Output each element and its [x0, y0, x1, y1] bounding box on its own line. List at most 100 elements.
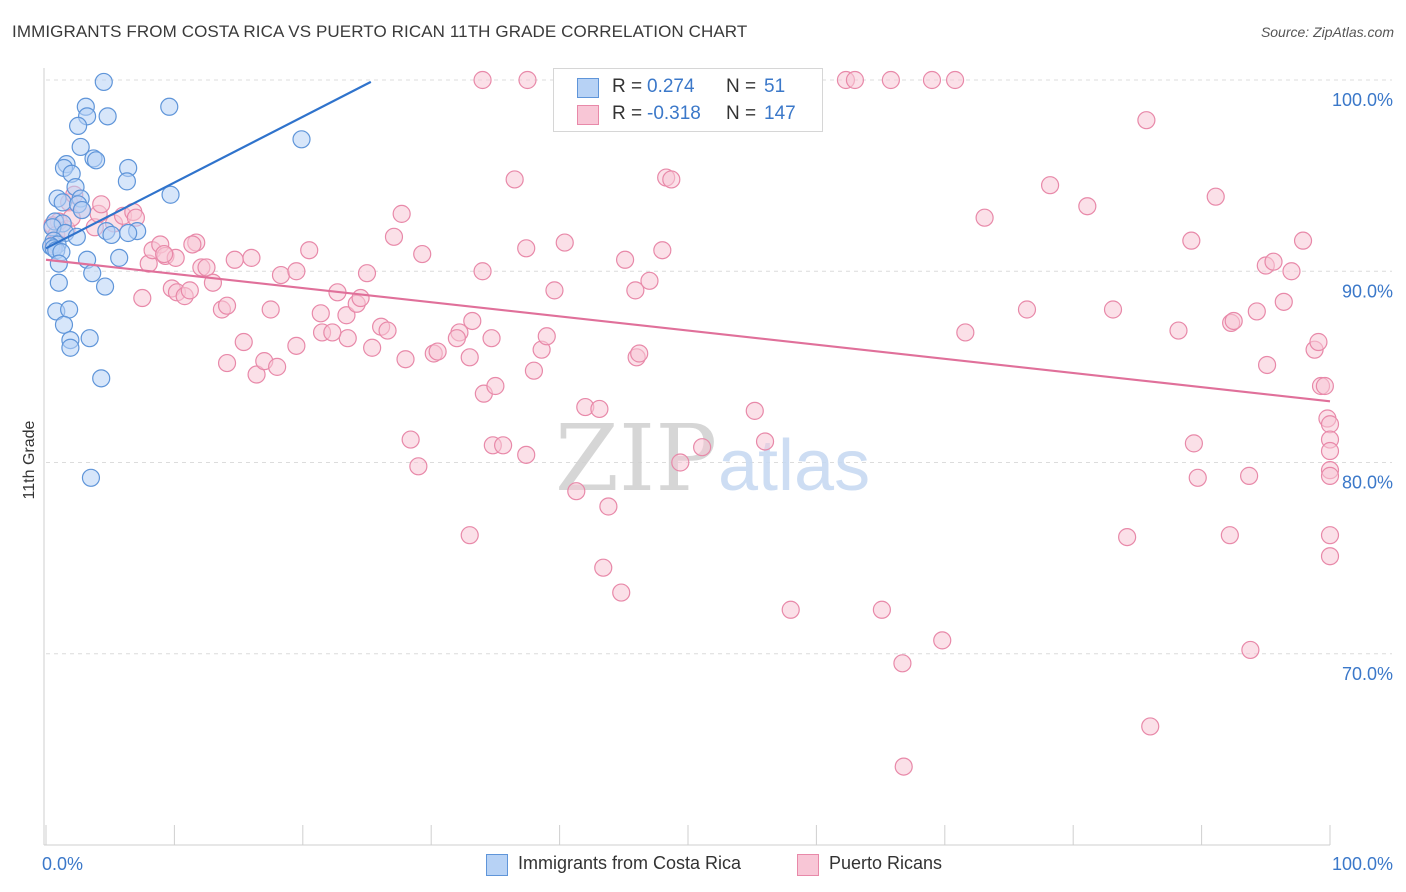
data-point-puerto-ricans: [261, 300, 280, 319]
data-point-puerto-ricans: [599, 497, 618, 516]
data-point-puerto-ricans: [1320, 526, 1340, 545]
data-point-puerto-ricans: [640, 271, 659, 290]
data-point-puerto-ricans: [933, 631, 952, 650]
data-point-puerto-ricans: [671, 453, 690, 472]
data-point-puerto-ricans: [975, 208, 994, 227]
data-point-costa-rica: [53, 193, 72, 212]
data-point-puerto-ricans: [872, 600, 891, 619]
data-point-puerto-ricans: [922, 70, 942, 90]
data-point-puerto-ricans: [337, 306, 356, 325]
data-point-puerto-ricans: [482, 329, 501, 348]
watermark-atlas: atlas: [718, 426, 870, 506]
data-point-puerto-ricans: [242, 248, 261, 267]
data-point-puerto-ricans: [545, 281, 564, 300]
data-point-puerto-ricans: [518, 70, 537, 90]
series-immigrants-costa-rica: [42, 72, 311, 487]
data-point-puerto-ricans: [268, 357, 287, 376]
data-point-costa-rica: [292, 130, 311, 149]
legend-label: Immigrants from Costa Rica: [518, 853, 742, 873]
stats-n-label: N =: [726, 103, 757, 124]
data-point-puerto-ricans: [555, 233, 574, 252]
x-tick-label-100: 100.0%: [1332, 854, 1393, 874]
data-point-puerto-ricans: [590, 399, 609, 419]
data-point-puerto-ricans: [247, 365, 266, 384]
data-point-puerto-ricans: [1274, 292, 1293, 311]
trend-line-costa-rica: [45, 80, 372, 250]
data-point-puerto-ricans: [537, 327, 556, 346]
stats-n-value: 51: [764, 76, 786, 97]
y-tick-label-90: 90.0%: [1342, 281, 1393, 301]
data-point-costa-rica: [71, 137, 90, 157]
data-point-puerto-ricans: [92, 195, 111, 214]
tick-labels: 70.0% 80.0% 90.0% 100.0% 0.0% 100.0%: [42, 90, 1393, 874]
data-point-costa-rica: [86, 151, 106, 170]
data-point-puerto-ricans: [287, 336, 306, 355]
data-point-costa-rica: [94, 72, 113, 92]
data-point-puerto-ricans: [693, 438, 712, 457]
data-point-puerto-ricans: [567, 482, 586, 501]
data-point-costa-rica: [119, 223, 138, 243]
data-point-costa-rica: [60, 300, 79, 319]
data-point-puerto-ricans: [384, 227, 404, 246]
data-point-puerto-ricans: [413, 244, 432, 264]
data-point-puerto-ricans: [1040, 176, 1060, 195]
y-tick-label-80: 80.0%: [1342, 473, 1393, 493]
source-label: Source: ZipAtlas.com: [1260, 24, 1394, 40]
data-point-puerto-ricans: [463, 311, 482, 331]
data-point-costa-rica: [102, 225, 121, 245]
data-point-puerto-ricans: [612, 583, 631, 602]
data-point-puerto-ricans: [460, 526, 479, 545]
data-point-costa-rica: [98, 107, 117, 126]
data-point-puerto-ricans: [133, 288, 152, 308]
stats-swatch-blue: [577, 78, 599, 98]
data-point-puerto-ricans: [945, 70, 965, 90]
data-point-puerto-ricans: [1320, 466, 1340, 485]
data-point-puerto-ricans: [183, 235, 202, 254]
data-point-costa-rica: [95, 277, 115, 296]
data-point-puerto-ricans: [1320, 415, 1340, 434]
data-point-puerto-ricans: [630, 344, 649, 363]
data-point-puerto-ricans: [180, 281, 199, 300]
data-point-costa-rica: [67, 227, 86, 246]
data-point-costa-rica: [81, 468, 101, 487]
trend-lines: [45, 80, 1331, 403]
data-point-puerto-ricans: [1320, 547, 1340, 566]
data-point-puerto-ricans: [893, 654, 912, 673]
data-point-costa-rica: [49, 273, 68, 292]
data-point-costa-rica: [110, 248, 129, 267]
data-point-puerto-ricans: [1169, 321, 1188, 340]
stats-n-value: 147: [764, 103, 796, 124]
data-point-puerto-ricans: [271, 265, 291, 285]
legend-label: Puerto Ricans: [829, 853, 943, 873]
data-point-costa-rica: [54, 315, 74, 334]
stats-swatch-pink: [577, 105, 599, 125]
data-point-puerto-ricans: [845, 70, 865, 90]
data-point-costa-rica: [92, 369, 111, 388]
data-point-puerto-ricans: [755, 432, 775, 451]
data-point-puerto-ricans: [1309, 332, 1328, 352]
data-point-puerto-ricans: [1188, 468, 1207, 487]
axis-layer: [43, 68, 1331, 846]
data-point-puerto-ricans: [311, 304, 330, 323]
data-point-puerto-ricans: [1078, 197, 1097, 216]
data-point-puerto-ricans: [363, 338, 382, 357]
data-point-puerto-ricans: [428, 342, 447, 361]
data-point-puerto-ricans: [409, 457, 428, 476]
data-point-costa-rica: [61, 338, 80, 357]
data-point-puerto-ricans: [225, 250, 244, 269]
data-point-puerto-ricans: [1017, 300, 1037, 319]
data-point-puerto-ricans: [1141, 717, 1160, 736]
stats-row-puerto-ricans: R = -0.318 N = 147: [554, 101, 822, 127]
data-point-puerto-ricans: [517, 445, 536, 464]
data-point-puerto-ricans: [1264, 252, 1283, 271]
data-point-puerto-ricans: [505, 170, 524, 189]
stats-row-costa-rica: R = 0.274 N = 51: [554, 74, 822, 100]
data-point-puerto-ricans: [217, 353, 237, 373]
data-point-puerto-ricans: [653, 241, 672, 260]
data-point-puerto-ricans: [155, 244, 174, 264]
data-point-puerto-ricans: [1118, 527, 1137, 547]
stats-r-value: 0.274: [647, 76, 695, 97]
data-point-puerto-ricans: [351, 288, 370, 308]
data-point-puerto-ricans: [1220, 526, 1239, 545]
data-point-puerto-ricans: [894, 757, 913, 776]
